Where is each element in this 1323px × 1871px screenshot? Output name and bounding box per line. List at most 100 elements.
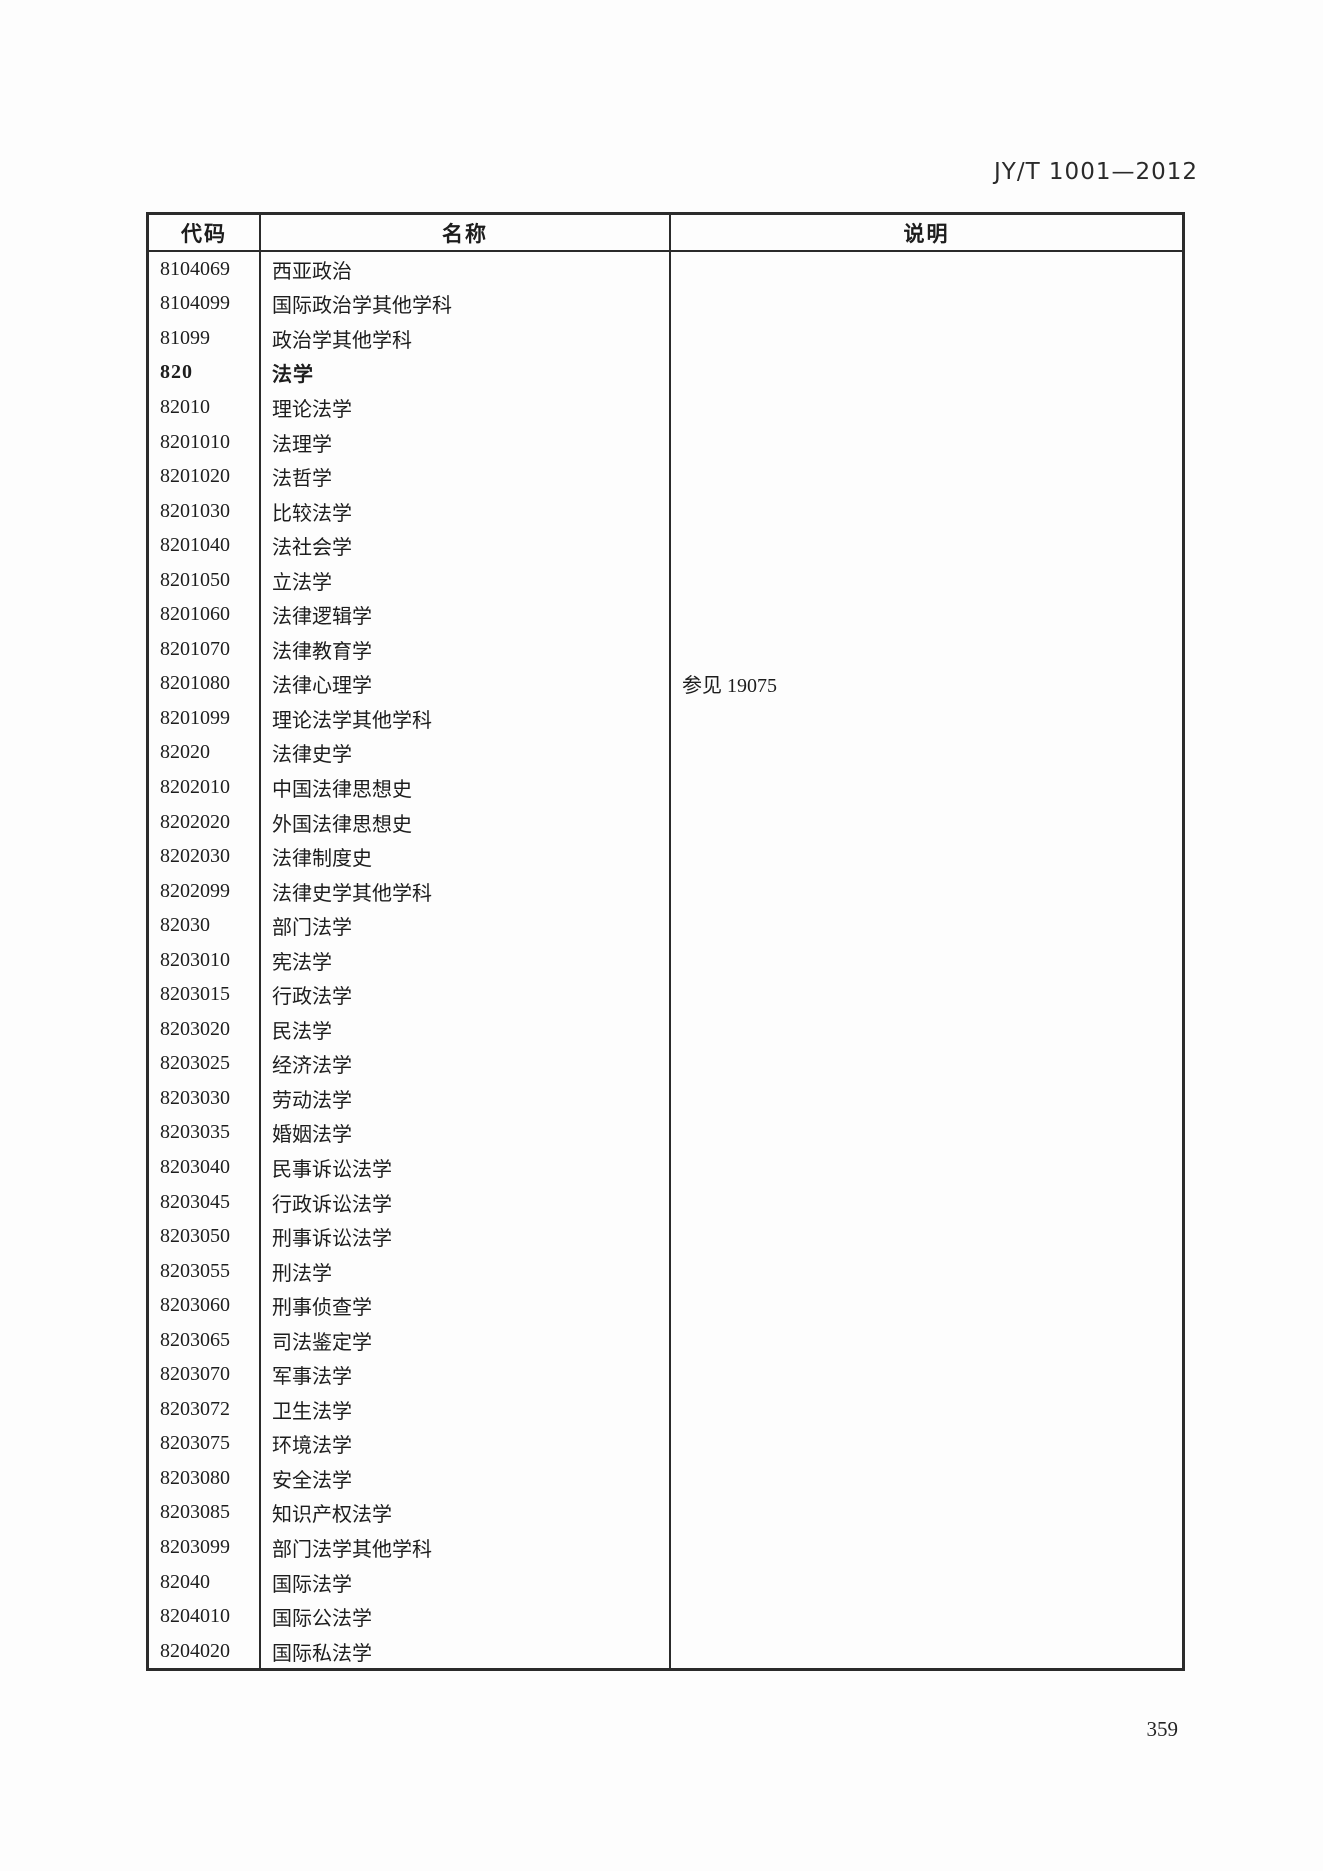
- name-cell: 法律史学其他学科: [261, 873, 671, 909]
- note-cell: [671, 1392, 1182, 1427]
- name-cell: 婚姻法学: [261, 1115, 671, 1151]
- code-cell: 8203050: [149, 1219, 261, 1254]
- name-cell: 经济法学: [261, 1046, 671, 1082]
- code-cell: 8203072: [149, 1392, 261, 1427]
- table-row: 8203070 军事法学: [149, 1357, 1182, 1393]
- note-cell: [671, 528, 1182, 563]
- code-cell: 8203070: [149, 1357, 261, 1393]
- code-cell: 8201040: [149, 528, 261, 563]
- note-cell: [671, 494, 1182, 529]
- note-cell: [671, 1150, 1182, 1185]
- table-header-row: 代码 名称 说明: [149, 215, 1182, 252]
- note-cell: [671, 632, 1182, 667]
- name-cell: 卫生法学: [261, 1392, 671, 1427]
- note-cell: [671, 1254, 1182, 1289]
- note-cell: [671, 1565, 1182, 1600]
- name-cell: 行政诉讼法学: [261, 1184, 671, 1220]
- table-row: 8203060 刑事侦查学: [149, 1288, 1182, 1323]
- column-header-note: 说明: [903, 221, 950, 246]
- note-cell: [671, 977, 1182, 1012]
- note-cell: [671, 425, 1182, 460]
- code-cell: 8203065: [149, 1322, 261, 1358]
- code-cell: 820: [149, 355, 261, 391]
- table-row: 8203050 刑事诉讼法学: [149, 1219, 1182, 1254]
- name-cell: 刑法学: [261, 1253, 671, 1289]
- name-cell: 法律制度史: [261, 839, 671, 874]
- note-cell: [671, 1530, 1182, 1565]
- name-cell: 比较法学: [261, 493, 671, 529]
- table-row: 8202099 法律史学其他学科: [149, 873, 1182, 909]
- table-row: 8204020 国际私法学: [149, 1633, 1182, 1669]
- name-cell: 军事法学: [261, 1357, 671, 1393]
- note-cell: [671, 1496, 1182, 1531]
- note-cell: [671, 1461, 1182, 1496]
- note-cell: [671, 1081, 1182, 1116]
- table-row: 8201020 法哲学: [149, 459, 1182, 494]
- code-cell: 8203015: [149, 977, 261, 1013]
- table-row: 8203020 民法学: [149, 1012, 1182, 1047]
- note-cell: [671, 287, 1182, 322]
- standard-number-header: JY/T 1001—2012: [993, 159, 1198, 185]
- table-row: 82020 法律史学: [149, 735, 1182, 771]
- name-cell: 国际私法学: [261, 1633, 671, 1669]
- table-row: 8203015 行政法学: [149, 977, 1182, 1013]
- name-cell: 外国法律思想史: [261, 804, 671, 840]
- note-cell: [671, 1219, 1182, 1254]
- name-cell: 司法鉴定学: [261, 1322, 671, 1358]
- table-row: 8201070 法律教育学: [149, 632, 1182, 667]
- table-row: 8201030 比较法学: [149, 493, 1182, 529]
- classification-table: 代码 名称 说明 8104069 西亚政治 8104099 国际政治学其他学科 …: [146, 212, 1185, 1672]
- code-cell: 8203075: [149, 1426, 261, 1462]
- code-cell: 8203060: [149, 1288, 261, 1323]
- column-header-name: 名称: [261, 215, 671, 250]
- note-cell: 参见 19075: [682, 675, 777, 698]
- name-cell: 法律心理学: [261, 666, 671, 702]
- note-cell: [671, 943, 1182, 978]
- name-cell: 民法学: [261, 1012, 671, 1047]
- name-cell: 法理学: [261, 424, 671, 460]
- code-cell: 82040: [149, 1564, 261, 1600]
- table-row: 8203065 司法鉴定学: [149, 1322, 1182, 1358]
- note-cell: [671, 1323, 1182, 1358]
- note-cell: [671, 908, 1182, 943]
- code-cell: 8203040: [149, 1150, 261, 1185]
- table-row: 8203040 民事诉讼法学: [149, 1150, 1182, 1185]
- note-cell: [671, 1012, 1182, 1047]
- table-row: 8201040 法社会学: [149, 528, 1182, 563]
- name-cell: 刑事侦查学: [261, 1288, 671, 1323]
- code-cell: 8203035: [149, 1115, 261, 1151]
- note-cell: [671, 597, 1182, 632]
- note-cell: [671, 1185, 1182, 1220]
- name-cell: 民事诉讼法学: [261, 1150, 671, 1185]
- table-row: 8203085 知识产权法学: [149, 1495, 1182, 1531]
- table-row: 8204010 国际公法学: [149, 1599, 1182, 1634]
- note-cell: [671, 1427, 1182, 1462]
- name-cell: 政治学其他学科: [261, 321, 671, 356]
- name-cell: 劳动法学: [261, 1081, 671, 1116]
- name-cell: 法律教育学: [261, 632, 671, 667]
- table-row: 82040 国际法学: [149, 1564, 1182, 1600]
- note-cell: [671, 805, 1182, 840]
- name-cell: 法律逻辑学: [261, 597, 671, 633]
- code-cell: 8104099: [149, 286, 261, 322]
- name-cell: 部门法学其他学科: [261, 1530, 671, 1565]
- code-cell: 8203030: [149, 1081, 261, 1116]
- name-cell: 刑事诉讼法学: [261, 1219, 671, 1254]
- note-cell: [671, 701, 1182, 736]
- note-cell: [671, 563, 1182, 598]
- note-cell: [671, 736, 1182, 771]
- name-cell: 安全法学: [261, 1461, 671, 1496]
- note-cell: [671, 1358, 1182, 1393]
- code-cell: 8201070: [149, 632, 261, 667]
- code-cell: 8204010: [149, 1599, 261, 1634]
- code-cell: 8203010: [149, 942, 261, 978]
- code-cell: 8201050: [149, 562, 261, 598]
- table-row: 8201060 法律逻辑学: [149, 597, 1182, 633]
- table-row: 81099 政治学其他学科: [149, 321, 1182, 356]
- name-cell: 环境法学: [261, 1426, 671, 1462]
- code-cell: 8201099: [149, 701, 261, 736]
- code-cell: 81099: [149, 321, 261, 356]
- table-row: 8203072 卫生法学: [149, 1392, 1182, 1427]
- name-cell: 国际公法学: [261, 1599, 671, 1634]
- note-cell: [671, 770, 1182, 805]
